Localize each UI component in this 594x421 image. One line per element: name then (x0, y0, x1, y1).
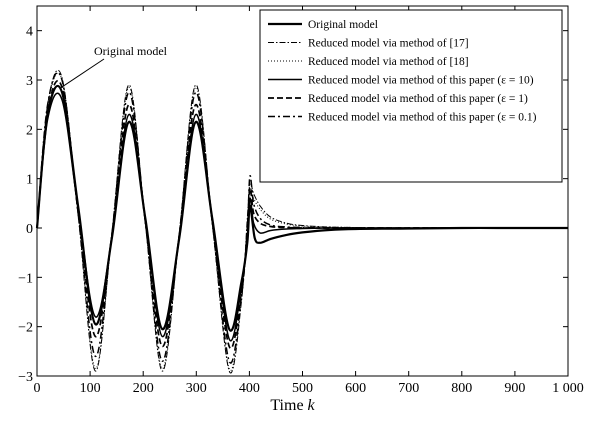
series-line-1 (35, 84, 568, 332)
x-tick-label: 200 (133, 381, 154, 396)
legend-label-1: Original model (308, 19, 378, 31)
y-tick-label: 4 (26, 25, 33, 40)
legend-label-5: Reduced model via method of this paper (… (308, 93, 528, 105)
annotation-text: Original model (94, 44, 168, 58)
series-line-2 (36, 69, 568, 374)
y-tick-label: −1 (18, 271, 33, 286)
y-tick-label: 1 (26, 173, 33, 188)
x-tick-label: 0 (34, 381, 41, 396)
legend-label-3: Reduced model via method of [18] (308, 56, 469, 68)
y-tick-label: 2 (26, 123, 33, 138)
y-tick-label: 3 (26, 74, 33, 89)
legend-label-4: Reduced model via method of this paper (… (308, 75, 534, 87)
legend-label-2: Reduced model via method of [17] (308, 38, 469, 50)
y-tick-label: 0 (26, 222, 33, 237)
x-tick-label: 400 (239, 381, 260, 396)
legend: Original model Reduced model via method o… (259, 9, 563, 183)
x-tick-label: 900 (504, 381, 525, 396)
legend-box (259, 9, 563, 183)
x-tick-label: 700 (398, 381, 419, 396)
y-tick-label: −2 (18, 321, 33, 336)
x-axis-label: Time k (270, 397, 315, 414)
x-tick-label: 600 (345, 381, 366, 396)
series-layer (35, 69, 568, 374)
legend-label-6: Reduced model via method of this paper (… (308, 112, 537, 124)
x-tick-label: 1 000 (552, 381, 584, 396)
annotation-arrow (61, 58, 105, 88)
x-tick-label: 500 (292, 381, 313, 396)
x-tick-label: 300 (186, 381, 207, 396)
x-tick-label: 100 (80, 381, 101, 396)
x-tick-label: 800 (451, 381, 472, 396)
y-tick-label: −3 (18, 370, 33, 385)
ticks-layer: 0 100 200 300 400 500 600 700 800 900 1 000 −3 −2 −1 0… (18, 6, 584, 396)
annotation: Original model (61, 44, 168, 88)
series-line-6 (36, 71, 568, 364)
